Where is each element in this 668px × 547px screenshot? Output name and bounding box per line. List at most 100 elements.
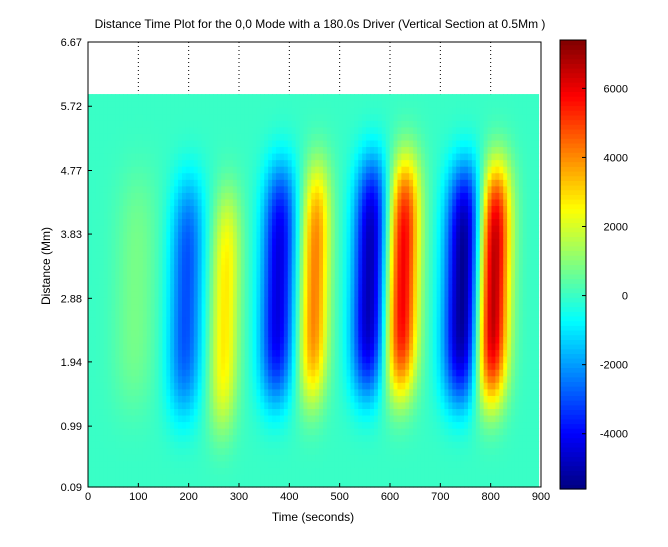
heatmap-cell [135, 244, 140, 252]
heatmap-cell [201, 100, 207, 108]
heatmap-cell [342, 238, 348, 246]
heatmap-cell [315, 270, 320, 279]
heatmap-cell [323, 362, 328, 370]
heatmap-cell [248, 342, 254, 351]
heatmap-cell [330, 94, 336, 102]
heatmap-cell [135, 362, 140, 370]
heatmap-cell [350, 198, 355, 206]
heatmap-cell [88, 467, 93, 475]
heatmap-cell [401, 460, 406, 468]
heatmap-cell [389, 238, 395, 246]
heatmap-cell [276, 231, 281, 239]
heatmap-cell [185, 94, 191, 102]
heatmap-cell [213, 198, 218, 206]
heatmap-cell [409, 270, 414, 279]
heatmap-cell [182, 126, 187, 134]
heatmap-cell [272, 146, 277, 154]
heatmap-cell [326, 297, 332, 305]
heatmap-cell [115, 408, 120, 416]
heatmap-cell [370, 388, 375, 396]
heatmap-cell [229, 316, 234, 324]
heatmap-cell [295, 316, 301, 324]
heatmap-cell [229, 441, 234, 449]
heatmap-cell [366, 238, 371, 246]
heatmap-cell [99, 225, 105, 233]
heatmap-cell [170, 133, 175, 141]
heatmap-cell [115, 139, 120, 148]
heatmap-cell [401, 473, 406, 482]
heatmap-cell [240, 428, 246, 436]
heatmap-cell [127, 113, 132, 121]
heatmap-cell [334, 179, 340, 187]
heatmap-cell [99, 100, 105, 108]
heatmap-cell [197, 395, 203, 403]
heatmap-cell [99, 277, 105, 285]
heatmap-cell [178, 375, 183, 383]
heatmap-cell [142, 369, 148, 377]
heatmap-cell [299, 303, 305, 311]
heatmap-cell [95, 414, 101, 423]
heatmap-cell [409, 218, 414, 226]
heatmap-cell [217, 218, 222, 226]
heatmap-cell [115, 310, 120, 318]
heatmap-cell [201, 244, 207, 252]
heatmap-cell [209, 126, 214, 134]
heatmap-cell [373, 238, 379, 246]
heatmap-cell [142, 251, 148, 259]
heatmap-cell [323, 218, 328, 226]
heatmap-cell [135, 336, 140, 344]
heatmap-cell [217, 113, 222, 121]
heatmap-cell [342, 231, 348, 239]
heatmap-cell [135, 225, 140, 233]
heatmap-cell [213, 297, 218, 305]
heatmap-cell [252, 133, 258, 141]
heatmap-cell [326, 120, 332, 128]
heatmap-cell [303, 257, 308, 265]
heatmap-cell [185, 329, 191, 337]
heatmap-cell [115, 428, 120, 436]
heatmap-cell [264, 388, 269, 396]
heatmap-cell [283, 244, 289, 252]
heatmap-cell [272, 480, 277, 488]
heatmap-cell [217, 270, 222, 279]
heatmap-cell [107, 120, 113, 128]
heatmap-cell [95, 388, 101, 396]
heatmap-cell [303, 120, 308, 128]
heatmap-cell [346, 303, 352, 311]
heatmap-cell [138, 408, 144, 416]
heatmap-cell [397, 297, 402, 305]
heatmap-cell [146, 126, 152, 134]
heatmap-cell [393, 297, 399, 305]
heatmap-cell [409, 310, 414, 318]
heatmap-cell [256, 388, 261, 396]
heatmap-cell [287, 257, 293, 265]
heatmap-cell [248, 113, 254, 121]
heatmap-cell [334, 362, 340, 370]
heatmap-cell [401, 362, 406, 370]
heatmap-cell [146, 205, 152, 213]
heatmap-cell [99, 290, 105, 298]
heatmap-cell [185, 172, 191, 180]
heatmap-cell [377, 100, 383, 108]
heatmap-cell [146, 192, 152, 200]
heatmap-cell [162, 238, 167, 246]
heatmap-cell [326, 336, 332, 344]
heatmap-cell [154, 467, 160, 475]
heatmap-cell [311, 277, 316, 285]
heatmap-cell [240, 205, 246, 213]
heatmap-cell [319, 467, 324, 475]
heatmap-cell [213, 133, 218, 141]
heatmap-cell [409, 257, 414, 265]
heatmap-cell [244, 133, 250, 141]
heatmap-cell [334, 133, 340, 141]
heatmap-cell [103, 133, 109, 141]
heatmap-cell [170, 205, 175, 213]
heatmap-cell [229, 94, 234, 102]
heatmap-cell [119, 218, 124, 226]
heatmap-cell [166, 447, 171, 455]
heatmap-cell [88, 388, 93, 396]
heatmap-cell [409, 316, 414, 324]
heatmap-cell [162, 460, 167, 468]
heatmap-cell [115, 172, 120, 180]
heatmap-cell [197, 421, 203, 429]
